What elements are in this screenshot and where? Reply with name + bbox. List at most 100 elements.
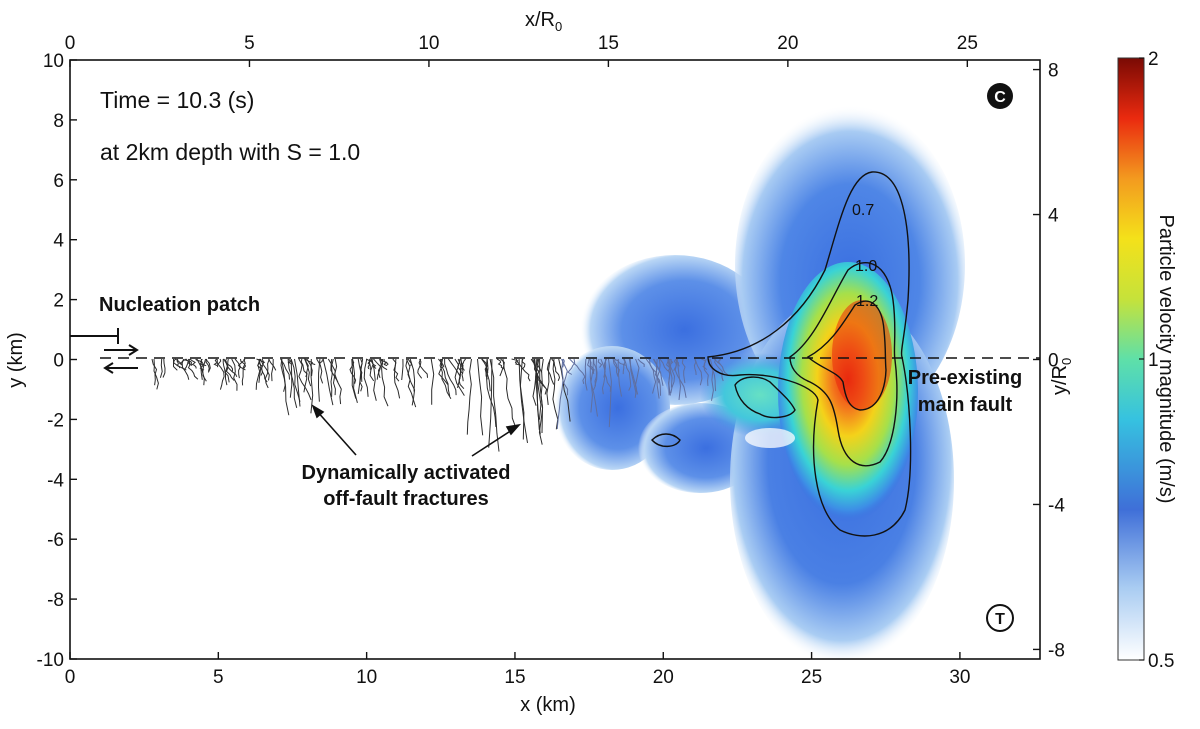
y-tick-label: -4 xyxy=(47,470,64,491)
fracture-trace xyxy=(258,358,262,383)
fracture-trace xyxy=(546,358,555,385)
fracture-trace xyxy=(709,358,714,401)
field-peak xyxy=(832,300,892,410)
y-tick-label: -8 xyxy=(47,590,64,611)
fracture-trace xyxy=(567,358,576,375)
fracture-trace xyxy=(287,358,298,409)
y2-tick-label: -4 xyxy=(1048,495,1065,516)
nucleation-marker xyxy=(70,328,139,374)
contour-label-0-7: 0.7 xyxy=(852,202,874,219)
colorbar-ticks: 0.5 1 2 xyxy=(1139,49,1174,672)
y-tick-label: -10 xyxy=(37,650,64,671)
fracture-trace xyxy=(304,358,316,366)
fracture-trace xyxy=(205,358,211,373)
fracture-trace xyxy=(460,358,464,382)
fracture-trace xyxy=(447,358,465,390)
fracture-trace xyxy=(187,358,199,380)
fracture-trace xyxy=(319,358,324,364)
fracture-trace xyxy=(539,358,544,434)
fracture-trace xyxy=(151,358,158,386)
axes: 0 5 10 15 20 25 30 0 5 10 15 20 25 -10 -8 -6 -4 -2 0 2 4 6 8 10… xyxy=(37,33,1066,688)
fracture-trace xyxy=(439,358,452,400)
badge-c-circle xyxy=(987,83,1013,109)
x-axis-label: x (km) xyxy=(520,694,576,716)
annotation-arrows xyxy=(311,404,522,457)
fracture-trace xyxy=(260,358,265,376)
fracture-trace xyxy=(430,358,435,405)
y-tick-label: 10 xyxy=(43,51,64,72)
contour-label-1-2: 1.2 xyxy=(856,293,878,310)
y-axis-label: y (km) xyxy=(5,332,27,388)
colorbar-tick-label: 0.5 xyxy=(1148,651,1174,672)
fracture-trace xyxy=(593,358,597,391)
fracture-trace xyxy=(371,358,377,401)
top-axis-label: x/R0 xyxy=(525,9,562,34)
fracture-trace xyxy=(290,358,301,402)
fracture-trace xyxy=(195,358,207,367)
fracture-trace xyxy=(713,358,729,376)
fracture-trace xyxy=(280,358,290,380)
fracture-arrow-right xyxy=(471,427,516,457)
fracture-trace xyxy=(511,358,520,366)
fracture-trace xyxy=(499,358,505,377)
fracture-trace xyxy=(202,358,207,382)
fracture-trace xyxy=(440,358,451,397)
y-tick-label: -6 xyxy=(47,530,64,551)
fracture-trace xyxy=(405,358,417,408)
x-tick-label: 5 xyxy=(213,667,224,688)
fracture-trace xyxy=(656,358,660,399)
fracture-trace xyxy=(383,358,389,366)
y-tick-label: 8 xyxy=(53,111,64,132)
fracture-arrow-left xyxy=(315,409,357,456)
fracture-trace xyxy=(694,358,703,386)
fracture-trace xyxy=(612,358,619,377)
panel-badge-t: T xyxy=(986,604,1014,632)
contour-1-2 xyxy=(806,300,887,411)
fracture-trace xyxy=(322,358,334,406)
colorbar-tick-label: 1 xyxy=(1148,350,1159,371)
fracture-trace xyxy=(401,358,404,381)
subtitle-text: at 2km depth with S = 1.0 xyxy=(100,139,360,165)
fracture-trace xyxy=(159,358,163,378)
fracture-arrow-right-head xyxy=(505,423,522,436)
x-tick-label: 10 xyxy=(356,667,377,688)
fracture-trace xyxy=(637,358,645,368)
top-axis-label-main: x/R xyxy=(525,9,555,31)
y-tick-label: 6 xyxy=(53,171,64,192)
fracture-trace xyxy=(486,358,497,427)
fracture-trace xyxy=(667,358,671,396)
fracture-trace xyxy=(608,358,612,428)
fracture-trace xyxy=(558,358,571,422)
fracture-trace xyxy=(407,358,413,367)
contour-lines xyxy=(651,171,912,537)
fracture-trace xyxy=(300,358,308,378)
fracture-trace xyxy=(518,358,528,443)
fracture-trace xyxy=(222,358,230,383)
x2-tick-label: 25 xyxy=(957,33,978,54)
fracture-trace xyxy=(703,358,709,386)
fracture-trace xyxy=(352,358,358,404)
fracture-trace xyxy=(551,358,561,381)
fracture-trace xyxy=(444,358,457,396)
right-axis-label-main: y/R xyxy=(1049,365,1071,395)
fracture-trace xyxy=(183,358,190,371)
fracture-trace xyxy=(552,358,559,430)
y-tick-label: 4 xyxy=(53,231,64,252)
fracture-trace xyxy=(614,358,626,366)
x-tick-label: 15 xyxy=(504,667,525,688)
fracture-trace xyxy=(521,358,526,370)
fracture-trace xyxy=(438,358,449,386)
x2-tick-label: 0 xyxy=(65,33,76,54)
fracture-trace xyxy=(409,358,416,392)
fracture-trace xyxy=(496,358,505,370)
fracture-trace xyxy=(367,358,372,370)
fracture-trace xyxy=(556,358,564,430)
fracture-trace xyxy=(603,358,612,392)
fracture-trace xyxy=(669,358,674,365)
fracture-trace xyxy=(481,358,489,373)
colorbar-label: Particle velocity magnitude (m/s) xyxy=(1155,215,1177,504)
fracture-trace xyxy=(519,358,525,440)
fault-label-line2: main fault xyxy=(918,394,1013,416)
fracture-trace xyxy=(488,358,493,448)
